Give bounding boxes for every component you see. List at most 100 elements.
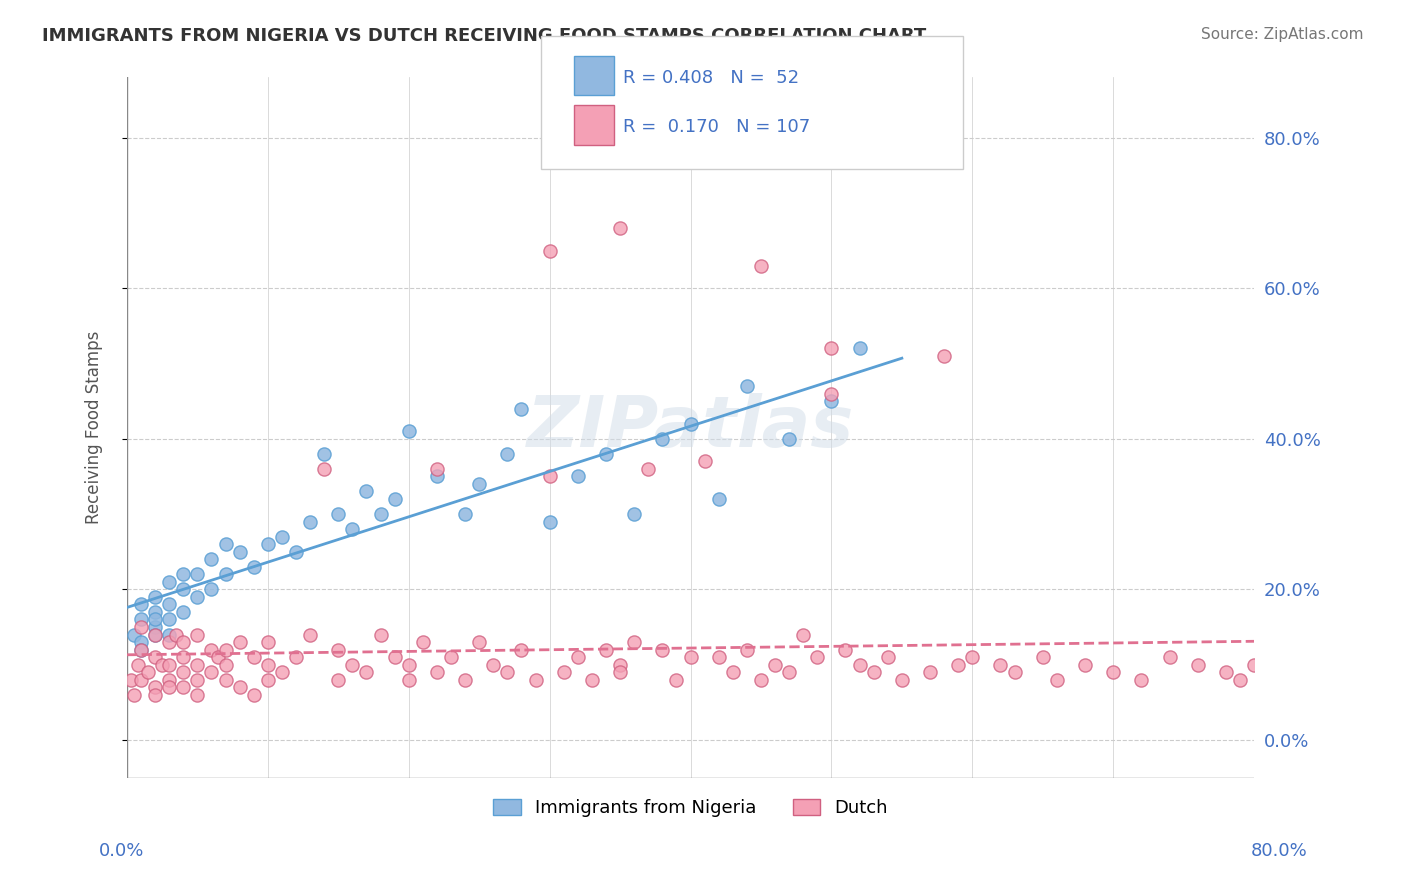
Point [778, 432, 800, 446]
Point [186, 688, 208, 702]
Point [143, 688, 166, 702]
Point [186, 673, 208, 687]
Point [186, 657, 208, 672]
Point [328, 507, 350, 521]
Point [1215, 665, 1237, 680]
Point [129, 642, 152, 657]
Point [214, 673, 236, 687]
Point [496, 447, 519, 461]
Point [749, 673, 772, 687]
Point [200, 665, 222, 680]
Point [510, 401, 533, 416]
Point [157, 574, 180, 589]
Point [848, 342, 870, 356]
Point [1257, 665, 1279, 680]
Point [454, 507, 477, 521]
Point [129, 620, 152, 634]
Point [834, 642, 856, 657]
Point [1229, 673, 1251, 687]
Point [538, 244, 561, 258]
Point [228, 635, 250, 649]
Point [1271, 650, 1294, 665]
Point [172, 635, 194, 649]
Point [735, 379, 758, 393]
Point [1074, 657, 1097, 672]
Point [328, 642, 350, 657]
Point [595, 642, 617, 657]
Point [143, 605, 166, 619]
Point [143, 612, 166, 626]
Point [150, 657, 173, 672]
Point [228, 680, 250, 694]
Text: R = 0.408   N =  52: R = 0.408 N = 52 [623, 69, 799, 87]
Point [143, 627, 166, 641]
Point [120, 673, 142, 687]
Point [356, 484, 378, 499]
Point [157, 612, 180, 626]
Point [1130, 673, 1153, 687]
Point [1159, 650, 1181, 665]
Point [749, 259, 772, 273]
Point [157, 680, 180, 694]
Point [538, 469, 561, 483]
Point [157, 673, 180, 687]
Point [1299, 657, 1322, 672]
Point [186, 627, 208, 641]
Text: 0.0%: 0.0% [98, 842, 143, 860]
Point [665, 673, 688, 687]
Point [510, 642, 533, 657]
Point [440, 650, 463, 665]
Point [426, 462, 449, 476]
Point [553, 665, 575, 680]
Point [412, 635, 434, 649]
Point [820, 342, 842, 356]
Point [384, 491, 406, 506]
Point [214, 657, 236, 672]
Point [122, 688, 145, 702]
Point [129, 612, 152, 626]
Point [342, 657, 364, 672]
Point [496, 665, 519, 680]
Point [172, 680, 194, 694]
Point [256, 635, 278, 649]
Point [820, 386, 842, 401]
Point [172, 665, 194, 680]
Point [256, 673, 278, 687]
Y-axis label: Receiving Food Stamps: Receiving Food Stamps [86, 331, 103, 524]
Point [567, 650, 589, 665]
Point [165, 627, 187, 641]
Point [890, 673, 912, 687]
Point [468, 635, 491, 649]
Point [763, 657, 786, 672]
Point [918, 665, 941, 680]
Point [129, 635, 152, 649]
Point [707, 491, 730, 506]
Point [256, 657, 278, 672]
Point [876, 650, 898, 665]
Point [651, 642, 673, 657]
Point [242, 559, 264, 574]
Point [990, 657, 1012, 672]
Point [454, 673, 477, 687]
Point [862, 665, 884, 680]
Point [370, 627, 392, 641]
Point [567, 469, 589, 483]
Point [679, 650, 702, 665]
Point [595, 447, 617, 461]
Point [962, 650, 984, 665]
Point [207, 650, 229, 665]
Point [328, 673, 350, 687]
Point [314, 462, 336, 476]
Point [426, 665, 449, 680]
Point [214, 567, 236, 582]
Point [948, 657, 970, 672]
Point [609, 221, 631, 235]
Point [524, 673, 547, 687]
Legend: Immigrants from Nigeria, Dutch: Immigrants from Nigeria, Dutch [486, 792, 894, 824]
Point [356, 665, 378, 680]
Point [143, 627, 166, 641]
Point [1187, 657, 1209, 672]
Point [609, 657, 631, 672]
Point [384, 650, 406, 665]
Point [172, 650, 194, 665]
